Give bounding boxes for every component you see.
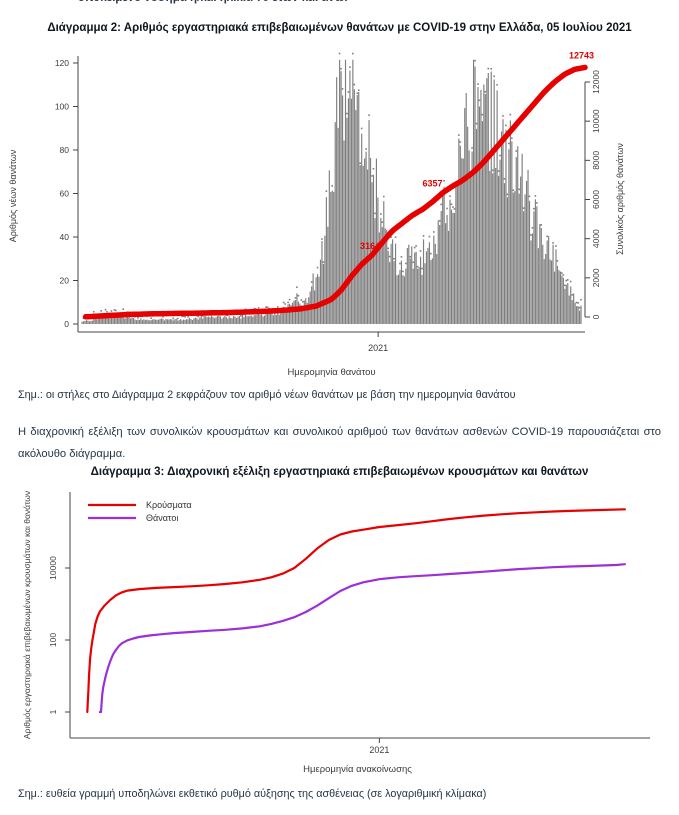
svg-text:6000: 6000 <box>591 190 601 209</box>
svg-text:80: 80 <box>60 145 70 155</box>
diagram3-note: Σημ.: ευθεία γραμμή υποδηλώνει εκθετικό … <box>18 788 487 800</box>
svg-text:100: 100 <box>55 102 69 112</box>
svg-text:Αριθμός νέων θανάτων: Αριθμός νέων θανάτων <box>8 149 18 242</box>
svg-text:Κρούσματα: Κρούσματα <box>146 500 192 510</box>
svg-text:20: 20 <box>60 276 70 286</box>
svg-text:1: 1 <box>48 709 58 714</box>
diagram3-series-cases <box>86 508 626 714</box>
svg-text:6357: 6357 <box>422 179 442 189</box>
svg-text:Ημερομηνία ανακοίνωσης: Ημερομηνία ανακοίνωσης <box>303 764 412 775</box>
svg-text:Αριθμός εργαστηριακά επιβεβαιω: Αριθμός εργαστηριακά επιβεβαιωμένων κρου… <box>22 491 32 739</box>
diagram3-series-deaths <box>98 563 626 714</box>
diagram2-bars <box>81 52 582 325</box>
svg-text:Συνολικός αριθμός θανάτων: Συνολικός αριθμός θανάτων <box>615 143 625 255</box>
svg-text:2021: 2021 <box>369 745 389 755</box>
svg-text:0: 0 <box>591 314 601 319</box>
diagram2-cumulative-line <box>82 64 588 320</box>
diagram2-note: Σημ.: οι στήλες στο Διάγραμμα 2 εκφράζου… <box>18 389 516 401</box>
svg-text:8000: 8000 <box>591 151 601 170</box>
body-paragraph: Η διαχρονική εξέλιξη των συνολικών κρουσ… <box>18 426 661 460</box>
svg-text:3164: 3164 <box>360 241 380 251</box>
diagram2-axes: 0 20 40 60 80 100 120 0 2000 4000 6000 8000 10000 120… <box>8 56 625 378</box>
svg-text:120: 120 <box>55 58 69 68</box>
truncated-top-text: υποκείμενο νόσημα ή/και ηλικία 70 ετών κ… <box>78 0 638 8</box>
diagram3-title: Διάγραμμα 3: Διαχρονική εξέλιξη εργαστηρ… <box>90 466 589 478</box>
diagram2-title: Διάγραμμα 2: Αριθμός εργαστηριακά επιβεβ… <box>47 22 632 34</box>
svg-text:2021: 2021 <box>368 343 388 353</box>
svg-text:Θάνατοι: Θάνατοι <box>146 513 178 523</box>
svg-text:12000: 12000 <box>591 70 601 94</box>
svg-text:100: 100 <box>48 633 58 647</box>
diagram2-chart: 0 20 40 60 80 100 120 0 2000 4000 6000 8000 10000 120… <box>8 50 625 378</box>
svg-text:4000: 4000 <box>591 229 601 248</box>
svg-text:10000: 10000 <box>591 109 601 133</box>
diagram2-annotations: 3164 6357 12743 <box>360 50 594 251</box>
diagram3-axes: 1 100 10000 2021 Αριθμός εργαστηριακά επιβεβ… <box>22 491 650 775</box>
diagram3-chart: 1 100 10000 2021 Αριθμός εργαστηριακά επιβεβ… <box>22 491 650 775</box>
svg-text:10000: 10000 <box>48 556 58 580</box>
svg-text:12743: 12743 <box>569 50 594 60</box>
svg-text:2000: 2000 <box>591 268 601 287</box>
svg-text:40: 40 <box>60 232 70 242</box>
svg-text:60: 60 <box>60 189 70 199</box>
svg-text:Ημερομηνία θανάτου: Ημερομηνία θανάτου <box>287 367 375 378</box>
diagram3-legend: Κρούσματα Θάνατοι <box>88 500 192 523</box>
svg-text:0: 0 <box>64 319 69 329</box>
